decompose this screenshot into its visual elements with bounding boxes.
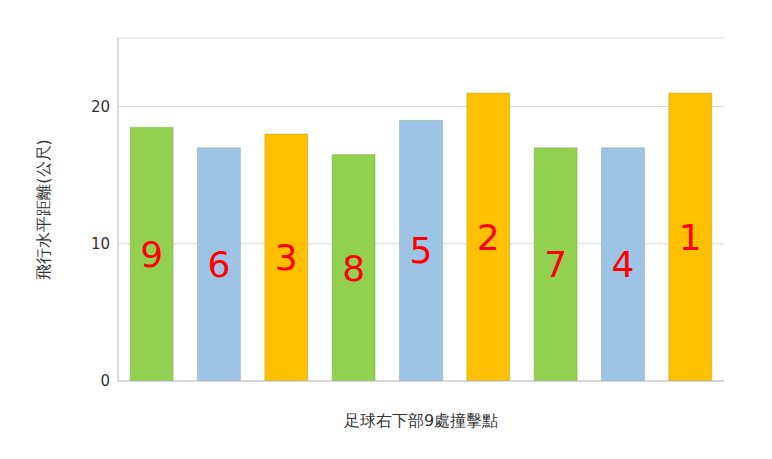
svg-text:足球右下部9處撞擊點: 足球右下部9處撞擊點 bbox=[344, 411, 498, 430]
svg-text:7: 7 bbox=[544, 244, 567, 285]
svg-text:4: 4 bbox=[612, 244, 635, 285]
svg-text:10: 10 bbox=[91, 235, 110, 253]
svg-text:6: 6 bbox=[208, 244, 231, 285]
svg-text:20: 20 bbox=[91, 98, 110, 116]
svg-text:2: 2 bbox=[477, 217, 500, 258]
svg-text:8: 8 bbox=[342, 248, 365, 289]
svg-text:0: 0 bbox=[100, 372, 110, 390]
svg-text:5: 5 bbox=[410, 230, 433, 271]
svg-text:1: 1 bbox=[679, 217, 702, 258]
svg-text:飛行水平距離(公尺): 飛行水平距離(公尺) bbox=[34, 139, 53, 279]
svg-text:9: 9 bbox=[140, 234, 163, 275]
svg-text:3: 3 bbox=[275, 237, 298, 278]
